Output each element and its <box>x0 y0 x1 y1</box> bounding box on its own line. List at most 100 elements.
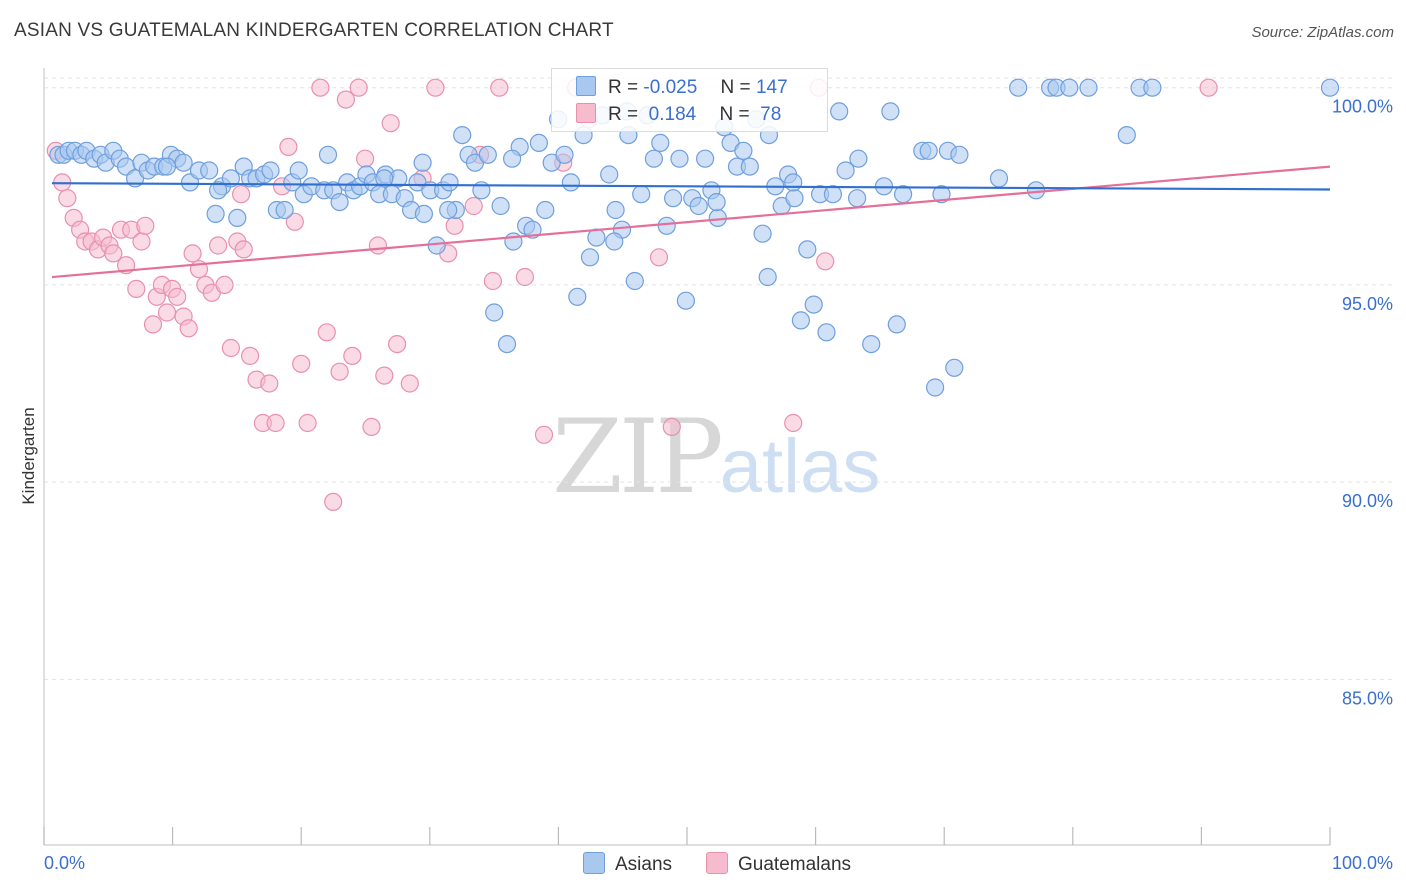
guatemalans-point <box>483 271 502 291</box>
asians-point <box>555 145 574 164</box>
guatemalans-points <box>46 78 1218 511</box>
asians-point <box>753 224 772 243</box>
guatemalans-point <box>221 338 240 358</box>
guatemalans-point <box>1199 78 1218 97</box>
asians-point <box>785 189 804 208</box>
asians-point <box>427 236 446 255</box>
asians-point <box>670 149 689 168</box>
guatemalans-point <box>183 244 202 263</box>
asians-r-value: -0.025 <box>643 77 698 98</box>
asians-point <box>375 169 394 188</box>
asians-point <box>580 248 600 267</box>
guatemalans-point <box>232 185 251 204</box>
asians-point <box>823 185 843 204</box>
guatemalans-point <box>132 232 151 251</box>
asians-point <box>651 133 670 152</box>
legend-item-asians[interactable]: Asians <box>583 852 672 876</box>
asians-point <box>989 169 1009 188</box>
asians-point <box>663 189 683 208</box>
guatemalans-point <box>662 417 681 436</box>
asians-point <box>502 149 522 168</box>
guatemalans-point <box>292 354 311 373</box>
source-credit: Source: ZipAtlas.com <box>1251 24 1394 41</box>
asians-point <box>925 378 945 397</box>
x-axis-ticks <box>43 827 1331 845</box>
asians-point <box>862 335 881 354</box>
asians-point <box>414 204 433 223</box>
asians-point <box>318 145 338 164</box>
asians-point <box>836 161 855 180</box>
guatemalans-point <box>784 413 803 433</box>
guatemalans-point <box>368 236 387 255</box>
asians-point <box>784 173 803 192</box>
guatemalans-point <box>349 78 368 97</box>
asians-legend-swatch <box>583 852 605 874</box>
guatemalans-point <box>324 492 343 511</box>
asians-point <box>887 315 906 334</box>
asians-point <box>504 232 523 251</box>
guatemalans-point <box>311 78 330 97</box>
asians-point <box>491 196 510 216</box>
asians-point <box>600 165 619 184</box>
guatemalans-point <box>649 248 669 267</box>
asians-point <box>529 133 549 152</box>
guatemalans-point <box>157 303 177 322</box>
guatemalans-point <box>179 319 198 338</box>
guatemalans-point <box>464 196 483 216</box>
guatemalans-point <box>362 417 381 436</box>
guatemalans-point <box>336 90 355 109</box>
guatemalans-point <box>375 366 394 385</box>
guatemalans-point <box>285 212 304 231</box>
guatemalans-n-label: N = <box>719 104 750 125</box>
stats-legend: R = -0.025 N = 147 R = 0.184 N = 78 <box>551 68 828 132</box>
asians-point <box>1009 78 1028 97</box>
asians-point <box>536 200 555 220</box>
asians-point <box>587 228 606 247</box>
asians-point <box>734 141 753 160</box>
asians-point <box>740 157 759 176</box>
asians-point <box>221 169 240 188</box>
asians-point <box>523 220 542 239</box>
guatemalans-point <box>426 78 445 97</box>
asians-point <box>440 173 459 192</box>
y-axis-label: Kindergarten <box>19 407 38 504</box>
guatemalans-point <box>215 275 234 294</box>
asians-point <box>605 232 624 251</box>
guatemalans-point <box>388 335 407 354</box>
asians-point <box>1320 78 1340 97</box>
guatemalans-point <box>343 346 362 365</box>
asians-n-value: 147 <box>755 77 788 98</box>
asians-point <box>453 126 472 145</box>
guatemalans-trend-line <box>51 165 1331 279</box>
y-tick-label: 100.0% <box>1332 97 1393 117</box>
guatemalans-point <box>143 315 163 334</box>
asians-point <box>676 291 696 310</box>
guatemalans-legend-label: Guatemalans <box>738 854 852 875</box>
asians-point <box>1026 181 1046 200</box>
asians-legend-label: Asians <box>615 854 673 875</box>
guatemalans-point <box>234 240 253 259</box>
asians-point <box>689 196 708 216</box>
guatemalans-point <box>127 279 146 298</box>
guatemalans-point <box>104 244 123 263</box>
y-tick-label: 95.0% <box>1342 294 1393 314</box>
guatemalans-point <box>816 252 835 271</box>
trend-lines <box>51 165 1331 279</box>
x-tick-label-max: 100.0% <box>1332 853 1393 873</box>
legend-item-guatemalans[interactable]: Guatemalans <box>706 852 851 876</box>
asians-point <box>330 193 349 212</box>
y-tick-label: 85.0% <box>1342 688 1393 708</box>
asians-point <box>206 204 225 223</box>
asians-point <box>1060 78 1079 97</box>
asians-point <box>881 102 900 121</box>
asians-point <box>275 200 294 220</box>
asians-point <box>157 157 177 176</box>
asians-point <box>847 189 867 208</box>
guatemalans-r-label: R = <box>608 104 639 125</box>
asians-point <box>919 141 938 160</box>
asians-point <box>174 153 193 172</box>
legend-row-asians: R = -0.025 N = 147 <box>576 76 788 100</box>
guatemalans-point <box>266 413 285 433</box>
asians-point <box>1117 126 1136 145</box>
